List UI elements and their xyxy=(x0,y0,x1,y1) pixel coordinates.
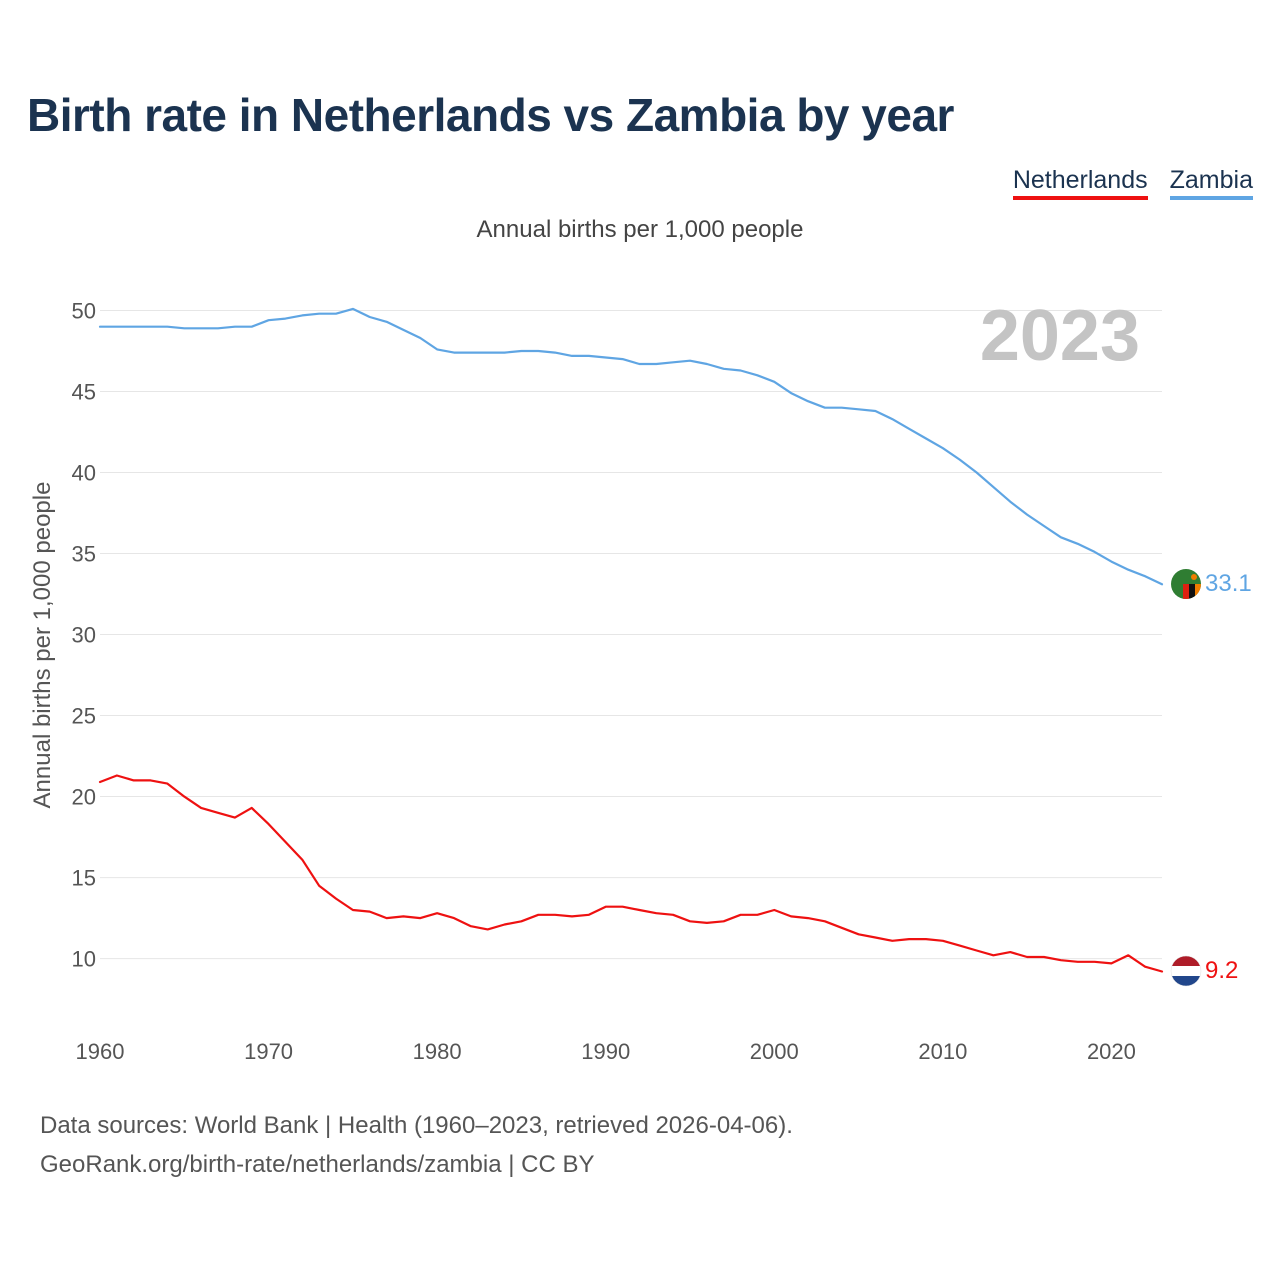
netherlands-flag-border xyxy=(1170,955,1202,987)
grid xyxy=(100,310,1162,960)
x-tick-label: 1980 xyxy=(413,1039,462,1064)
y-tick-label: 30 xyxy=(72,623,96,648)
y-tick-label: 45 xyxy=(72,380,96,405)
y-tick-label: 15 xyxy=(72,866,96,891)
chart-subtitle: Annual births per 1,000 people xyxy=(476,216,804,243)
y-tick-label: 25 xyxy=(72,704,96,729)
year-watermark: 2023 xyxy=(980,296,1140,376)
netherlands-end-label: 9.2 xyxy=(1205,957,1238,984)
y-axis-label: Annual births per 1,000 people xyxy=(29,482,56,809)
zambia-flag-icon xyxy=(1171,569,1201,599)
footer-sources: Data sources: World Bank | Health (1960–… xyxy=(40,1112,793,1139)
series-line-zambia[interactable] xyxy=(98,307,1164,586)
footer: Data sources: World Bank | Health (1960–… xyxy=(40,1106,793,1184)
y-tick-label: 50 xyxy=(72,299,96,324)
y-tick-label: 40 xyxy=(72,461,96,486)
y-tick-label: 20 xyxy=(72,785,96,810)
x-tick-label: 2010 xyxy=(918,1039,967,1064)
netherlands-flag-icon xyxy=(1171,956,1201,986)
x-tick-label: 1970 xyxy=(244,1039,293,1064)
x-axis: 1960 1970 1980 1990 2000 2010 2020 xyxy=(76,1039,1136,1064)
legend: Netherlands Zambia xyxy=(1012,166,1253,200)
footer-url[interactable]: GeoRank.org/birth-rate/netherlands/zambi… xyxy=(40,1151,595,1178)
series-line-netherlands[interactable] xyxy=(98,774,1164,973)
y-tick-label: 10 xyxy=(72,947,96,972)
legend-item-zambia[interactable]: Zambia xyxy=(1169,166,1253,200)
y-tick-label: 35 xyxy=(72,542,96,567)
chart-title: Birth rate in Netherlands vs Zambia by y… xyxy=(27,89,954,141)
x-tick-label: 1990 xyxy=(581,1039,630,1064)
series xyxy=(98,307,1164,973)
x-tick-label: 2000 xyxy=(750,1039,799,1064)
legend-item-netherlands[interactable]: Netherlands xyxy=(1012,166,1148,200)
x-tick-label: 1960 xyxy=(76,1039,125,1064)
zambia-end-label: 33.1 xyxy=(1205,570,1252,597)
x-tick-label: 2020 xyxy=(1087,1039,1136,1064)
y-axis: 10 15 20 25 30 35 40 45 50 xyxy=(72,299,96,972)
